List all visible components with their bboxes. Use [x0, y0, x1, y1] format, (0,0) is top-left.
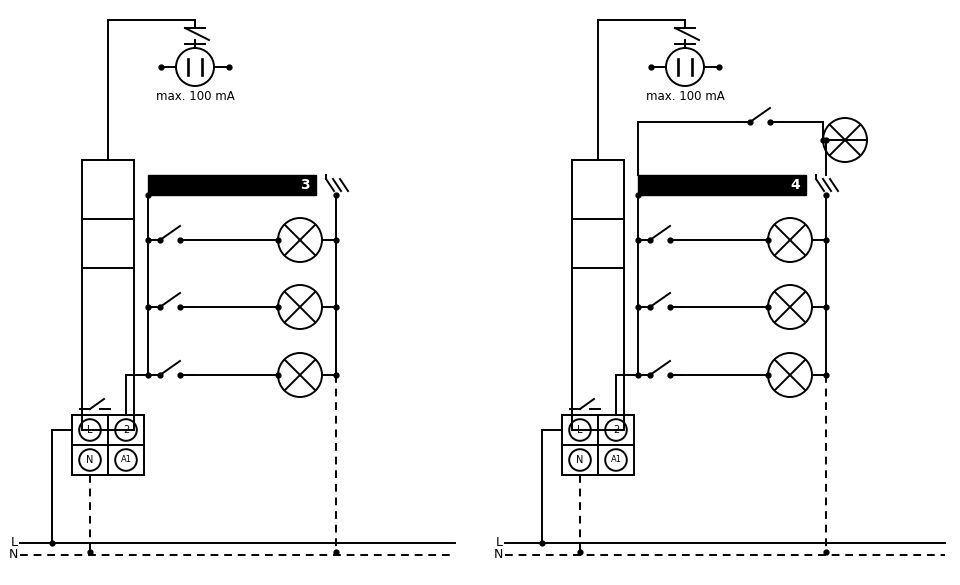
Bar: [82, 160, 134, 430]
Text: N: N: [493, 549, 503, 562]
Bar: [148, 175, 316, 195]
Text: L: L: [496, 536, 503, 549]
Text: N: N: [86, 455, 94, 465]
Text: 2: 2: [123, 425, 130, 435]
Text: N: N: [576, 455, 584, 465]
Text: 4: 4: [790, 178, 800, 192]
Text: L: L: [577, 425, 583, 435]
Bar: [562, 415, 634, 475]
Bar: [638, 175, 806, 195]
Text: L: L: [11, 536, 18, 549]
Text: 2: 2: [612, 425, 619, 435]
Text: N: N: [9, 549, 18, 562]
Text: L: L: [87, 425, 93, 435]
Bar: [72, 415, 144, 475]
Text: max. 100 mA: max. 100 mA: [156, 90, 234, 103]
Text: 3: 3: [300, 178, 310, 192]
Text: A1: A1: [611, 456, 621, 464]
Text: A1: A1: [121, 456, 132, 464]
Bar: [572, 160, 624, 430]
Text: max. 100 mA: max. 100 mA: [646, 90, 725, 103]
